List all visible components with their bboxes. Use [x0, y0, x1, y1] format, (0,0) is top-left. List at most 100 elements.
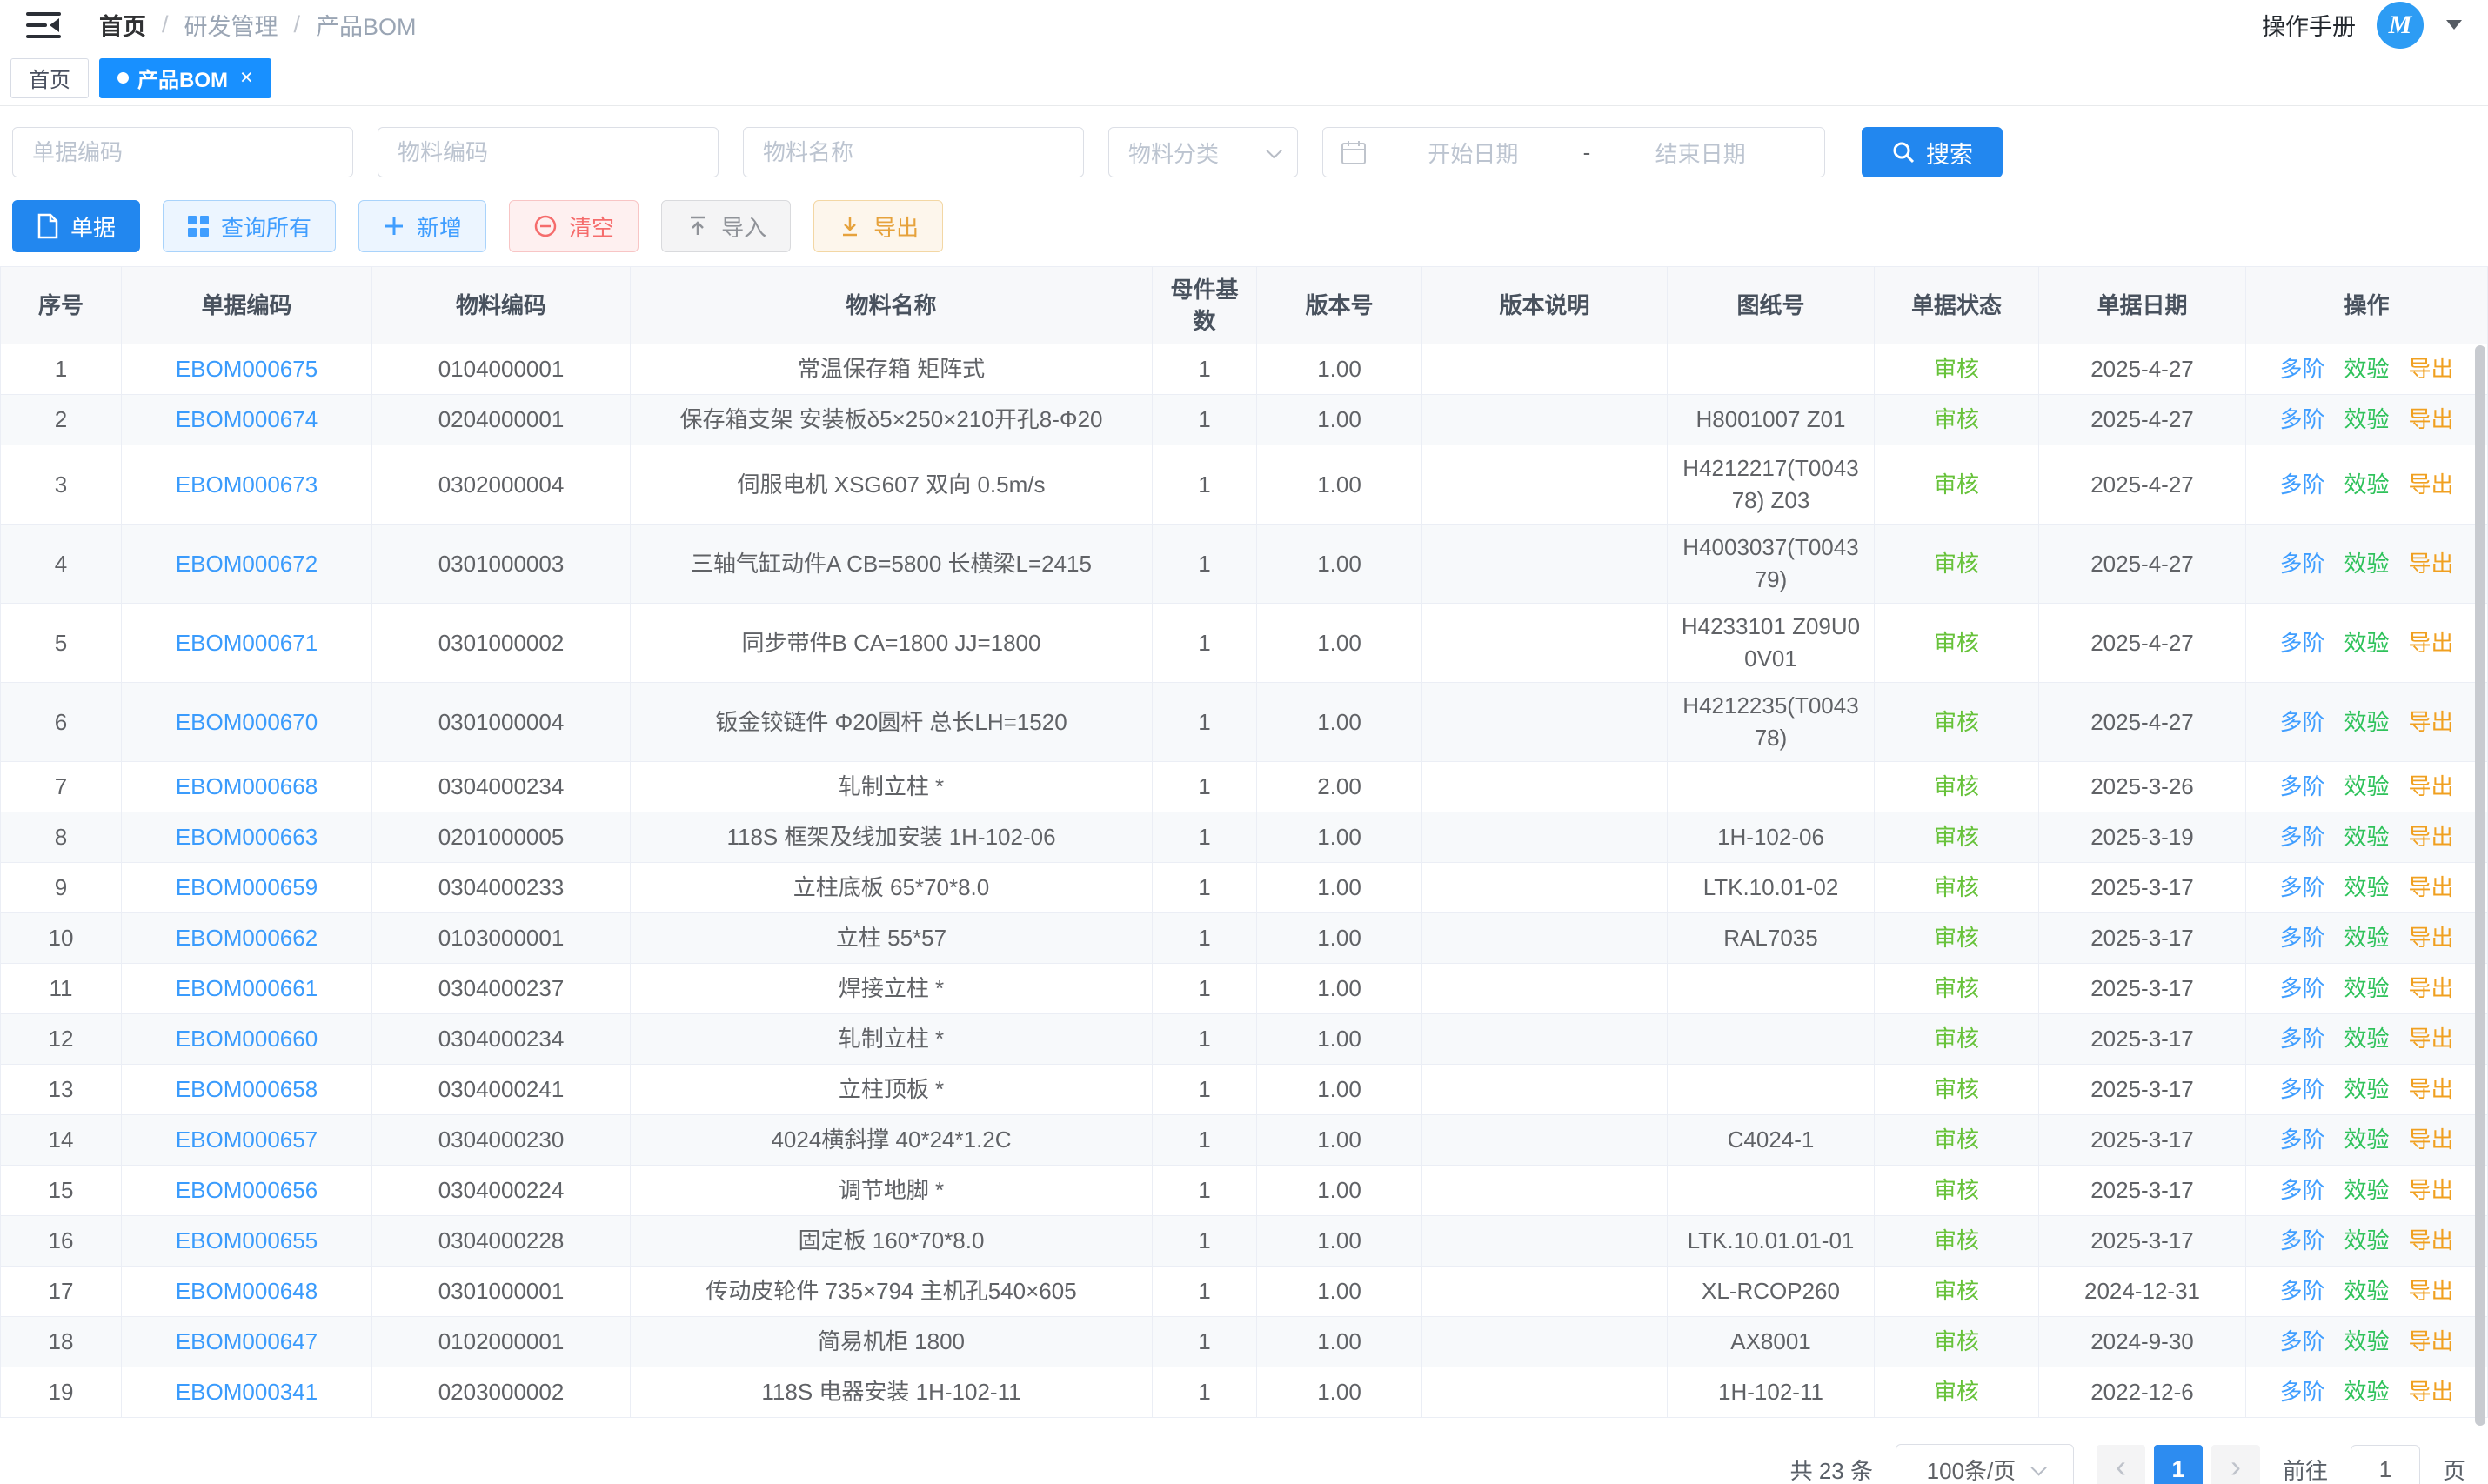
action-multi-link[interactable]: 多阶 — [2279, 1328, 2325, 1354]
end-date-placeholder[interactable]: 结束日期 — [1655, 140, 1746, 167]
chevron-down-icon[interactable] — [2446, 20, 2462, 30]
doc-code-input[interactable] — [12, 127, 353, 177]
prev-page-button[interactable]: ‹ — [2096, 1445, 2145, 1484]
action-export-link[interactable]: 导出 — [2408, 824, 2454, 850]
action-verify-link[interactable]: 效验 — [2344, 1328, 2390, 1354]
clear-button[interactable]: 清空 — [509, 200, 639, 252]
export-button[interactable]: 导出 — [813, 200, 944, 252]
add-button[interactable]: 新增 — [358, 200, 487, 252]
query-all-button[interactable]: 查询所有 — [163, 200, 337, 252]
action-verify-link[interactable]: 效验 — [2344, 925, 2390, 951]
doc-code-link[interactable]: EBOM000663 — [175, 824, 318, 850]
action-verify-link[interactable]: 效验 — [2344, 975, 2390, 1001]
action-export-link[interactable]: 导出 — [2408, 874, 2454, 900]
doc-code-link[interactable]: EBOM000660 — [175, 1026, 318, 1052]
action-export-link[interactable]: 导出 — [2408, 356, 2454, 382]
action-multi-link[interactable]: 多阶 — [2279, 550, 2325, 577]
action-verify-link[interactable]: 效验 — [2344, 874, 2390, 900]
action-verify-link[interactable]: 效验 — [2344, 708, 2390, 735]
tab-product-bom[interactable]: 产品BOM × — [99, 57, 271, 98]
action-export-link[interactable]: 导出 — [2408, 975, 2454, 1001]
action-verify-link[interactable]: 效验 — [2344, 356, 2390, 382]
action-verify-link[interactable]: 效验 — [2344, 1227, 2390, 1253]
doc-code-link[interactable]: EBOM000662 — [175, 925, 318, 951]
doc-button[interactable]: 单据 — [12, 200, 141, 252]
action-multi-link[interactable]: 多阶 — [2279, 406, 2325, 432]
action-export-link[interactable]: 导出 — [2408, 925, 2454, 951]
action-export-link[interactable]: 导出 — [2408, 708, 2454, 735]
import-button[interactable]: 导入 — [661, 200, 792, 252]
doc-code-link[interactable]: EBOM000673 — [175, 471, 318, 498]
page-1-button[interactable]: 1 — [2153, 1445, 2203, 1484]
action-verify-link[interactable]: 效验 — [2344, 471, 2390, 498]
doc-code-link[interactable]: EBOM000670 — [175, 708, 318, 735]
breadcrumb-home[interactable]: 首页 — [99, 14, 146, 40]
next-page-button[interactable]: › — [2210, 1445, 2260, 1484]
action-export-link[interactable]: 导出 — [2408, 773, 2454, 799]
action-verify-link[interactable]: 效验 — [2344, 1026, 2390, 1052]
date-range-picker[interactable]: 开始日期 - 结束日期 — [1322, 127, 1825, 177]
doc-code-link[interactable]: EBOM000668 — [175, 773, 318, 799]
action-multi-link[interactable]: 多阶 — [2279, 471, 2325, 498]
breadcrumb-rd-management[interactable]: 研发管理 — [184, 14, 278, 40]
doc-code-link[interactable]: EBOM000672 — [175, 550, 318, 577]
action-multi-link[interactable]: 多阶 — [2279, 708, 2325, 735]
action-verify-link[interactable]: 效验 — [2344, 550, 2390, 577]
action-multi-link[interactable]: 多阶 — [2279, 1076, 2325, 1102]
action-multi-link[interactable]: 多阶 — [2279, 975, 2325, 1001]
vertical-scrollbar-thumb[interactable] — [2475, 345, 2485, 1426]
action-multi-link[interactable]: 多阶 — [2279, 1278, 2325, 1304]
action-export-link[interactable]: 导出 — [2408, 1328, 2454, 1354]
search-button[interactable]: 搜索 — [1862, 127, 2003, 177]
action-verify-link[interactable]: 效验 — [2344, 1177, 2390, 1203]
tab-home[interactable]: 首页 — [10, 57, 89, 98]
action-multi-link[interactable]: 多阶 — [2279, 824, 2325, 850]
action-verify-link[interactable]: 效验 — [2344, 1126, 2390, 1153]
doc-code-link[interactable]: EBOM000659 — [175, 874, 318, 900]
action-multi-link[interactable]: 多阶 — [2279, 356, 2325, 382]
doc-code-link[interactable]: EBOM000658 — [175, 1076, 318, 1102]
material-name-input[interactable] — [743, 127, 1084, 177]
page-size-select[interactable]: 100条/页 — [1895, 1444, 2074, 1484]
action-export-link[interactable]: 导出 — [2408, 1076, 2454, 1102]
doc-code-link[interactable]: EBOM000655 — [175, 1227, 318, 1253]
action-export-link[interactable]: 导出 — [2408, 1278, 2454, 1304]
action-multi-link[interactable]: 多阶 — [2279, 1227, 2325, 1253]
action-export-link[interactable]: 导出 — [2408, 1379, 2454, 1405]
doc-code-link[interactable]: EBOM000341 — [175, 1379, 318, 1405]
close-icon[interactable]: × — [240, 65, 253, 90]
action-multi-link[interactable]: 多阶 — [2279, 925, 2325, 951]
action-multi-link[interactable]: 多阶 — [2279, 1177, 2325, 1203]
doc-code-link[interactable]: EBOM000647 — [175, 1328, 318, 1354]
manual-link[interactable]: 操作手册 — [2262, 14, 2356, 40]
action-verify-link[interactable]: 效验 — [2344, 1379, 2390, 1405]
action-multi-link[interactable]: 多阶 — [2279, 1026, 2325, 1052]
action-verify-link[interactable]: 效验 — [2344, 824, 2390, 850]
goto-page-input[interactable] — [2350, 1445, 2420, 1484]
menu-fold-icon[interactable] — [26, 10, 61, 41]
action-export-link[interactable]: 导出 — [2408, 1026, 2454, 1052]
doc-code-link[interactable]: EBOM000657 — [175, 1126, 318, 1153]
action-export-link[interactable]: 导出 — [2408, 550, 2454, 577]
action-export-link[interactable]: 导出 — [2408, 1227, 2454, 1253]
action-verify-link[interactable]: 效验 — [2344, 1076, 2390, 1102]
doc-code-link[interactable]: EBOM000661 — [175, 975, 318, 1001]
material-code-input[interactable] — [378, 127, 719, 177]
avatar[interactable]: M — [2377, 1, 2424, 49]
action-export-link[interactable]: 导出 — [2408, 1126, 2454, 1153]
action-multi-link[interactable]: 多阶 — [2279, 629, 2325, 656]
start-date-placeholder[interactable]: 开始日期 — [1428, 140, 1519, 167]
action-verify-link[interactable]: 效验 — [2344, 1278, 2390, 1304]
action-export-link[interactable]: 导出 — [2408, 471, 2454, 498]
doc-code-link[interactable]: EBOM000671 — [175, 629, 318, 656]
action-multi-link[interactable]: 多阶 — [2279, 874, 2325, 900]
action-export-link[interactable]: 导出 — [2408, 629, 2454, 656]
action-multi-link[interactable]: 多阶 — [2279, 1379, 2325, 1405]
action-multi-link[interactable]: 多阶 — [2279, 773, 2325, 799]
action-export-link[interactable]: 导出 — [2408, 406, 2454, 432]
material-category-select[interactable]: 物料分类 — [1108, 127, 1298, 177]
doc-code-link[interactable]: EBOM000675 — [175, 356, 318, 382]
action-multi-link[interactable]: 多阶 — [2279, 1126, 2325, 1153]
doc-code-link[interactable]: EBOM000656 — [175, 1177, 318, 1203]
action-verify-link[interactable]: 效验 — [2344, 773, 2390, 799]
